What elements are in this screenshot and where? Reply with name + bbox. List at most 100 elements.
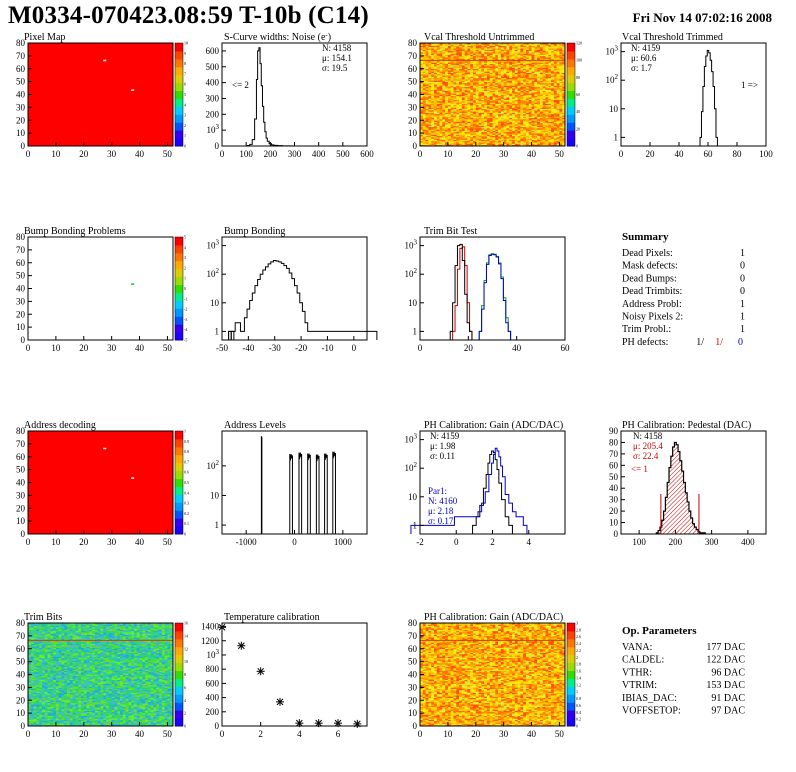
heatmap-cell	[461, 98, 465, 100]
heatmap-cell	[472, 108, 477, 111]
heatmap-cell	[475, 133, 479, 135]
heatmap-cell	[470, 104, 474, 107]
heatmap-cell	[509, 120, 513, 122]
heatmap-cell	[447, 102, 452, 104]
y-tick-label: 40	[16, 90, 26, 100]
heatmap-cell	[545, 131, 549, 134]
heatmap-cell	[525, 140, 530, 143]
heatmap-cell	[531, 112, 535, 115]
heatmap-cell	[436, 98, 440, 100]
y-tick-label: 50	[408, 77, 418, 87]
heatmap-cell	[495, 100, 499, 103]
y-tick-label: 50	[609, 472, 619, 482]
heatmap-cell	[503, 139, 507, 142]
heatmap-cell	[556, 142, 560, 144]
heatmap-cell	[428, 115, 432, 117]
heatmap-cell	[425, 99, 429, 102]
heatmap-cell	[439, 129, 443, 131]
heatmap-cell	[509, 115, 513, 117]
heatmap-cell	[436, 134, 440, 137]
heatmap-cell	[512, 129, 516, 131]
heatmap-cell	[525, 138, 530, 140]
heatmap-cell	[503, 111, 507, 113]
heatmap-cell	[425, 104, 429, 107]
heatmap-cell	[528, 134, 532, 137]
heatmap-cell	[551, 112, 555, 115]
heatmap-cell	[500, 121, 505, 124]
heatmap-cell	[461, 115, 465, 117]
colorbar-segment	[175, 66, 183, 76]
heatmap-cell	[431, 107, 435, 110]
heatmap-cell	[467, 117, 471, 120]
heatmap-cell	[464, 130, 468, 133]
heatmap-cell	[431, 102, 435, 104]
heatmap-cell	[459, 124, 463, 126]
heatmap-cell	[459, 120, 463, 122]
heatmap-cell	[531, 125, 535, 128]
heatmap-cell	[498, 129, 502, 131]
heatmap-cell	[459, 104, 463, 107]
heatmap-cell	[422, 122, 426, 125]
heatmap-cell	[439, 120, 443, 122]
heatmap-cell	[520, 126, 524, 129]
heatmap-cell	[514, 100, 518, 103]
heatmap-cell	[509, 133, 513, 135]
heatmap-cell	[523, 136, 527, 139]
x-tick-label: -40	[242, 343, 254, 353]
heatmap-cell	[467, 121, 471, 124]
heatmap-cell	[528, 131, 532, 134]
heatmap-cell	[431, 129, 435, 131]
heatmap-cell	[428, 122, 432, 125]
colorbar-tick-label: -1	[184, 296, 187, 301]
heatmap-cell	[484, 127, 488, 130]
heatmap-cell	[553, 136, 557, 139]
heatmap-cell	[539, 142, 544, 144]
heatmap-cell	[542, 115, 546, 117]
x-tick-label: 0	[418, 343, 423, 353]
heatmap-cell	[481, 122, 485, 125]
heatmap-cell	[512, 103, 516, 106]
heatmap-cell	[453, 103, 457, 106]
heatmap-cell	[445, 125, 449, 128]
heatmap-cell	[431, 125, 435, 128]
heatmap-cell	[548, 113, 552, 116]
heatmap-cell	[548, 131, 552, 134]
y-tick-label: 20	[408, 115, 418, 125]
heatmap-cell	[509, 100, 513, 103]
heatmap-cell	[542, 142, 546, 144]
heatmap-cell	[562, 139, 566, 142]
heatmap-cell	[481, 108, 485, 111]
heatmap-cell	[548, 118, 552, 121]
heatmap-cell	[492, 127, 496, 130]
heatmap-cell	[464, 102, 468, 104]
panel-title: PH Calibration: Pedestal (DAC)	[622, 420, 751, 431]
colorbar-tick-label: 0.8	[184, 449, 189, 454]
heatmap-cell	[509, 112, 513, 115]
heatmap-cell	[467, 126, 471, 129]
heatmap-cell	[461, 111, 465, 113]
heatmap-cell	[551, 143, 555, 146]
heatmap-cell	[439, 104, 443, 107]
colorbar-tick-label: 10	[184, 41, 188, 46]
heatmap-cell	[498, 126, 502, 129]
heatmap-cell	[456, 98, 460, 100]
heatmap-cell	[450, 115, 454, 117]
y-tick-label: 103	[207, 123, 220, 135]
heatmap-cell	[425, 117, 429, 120]
heatmap-cell	[548, 121, 552, 124]
heatmap-cell	[528, 142, 532, 144]
heatmap-cell	[433, 136, 438, 139]
heatmap-cell	[495, 116, 499, 119]
heatmap-cell	[548, 125, 552, 128]
heatmap-cell	[551, 111, 555, 113]
heatmap-cell	[467, 112, 471, 115]
heatmap-cell	[500, 125, 505, 128]
heatmap-cell	[551, 107, 555, 110]
heatmap-cell	[506, 140, 510, 143]
heatmap-cell	[472, 138, 477, 140]
heatmap-cell	[545, 143, 549, 146]
heatmap-cell	[425, 107, 429, 110]
x-tick-label: 400	[741, 537, 755, 547]
heatmap-cell	[525, 106, 530, 108]
table-row-value: 0	[740, 273, 745, 284]
